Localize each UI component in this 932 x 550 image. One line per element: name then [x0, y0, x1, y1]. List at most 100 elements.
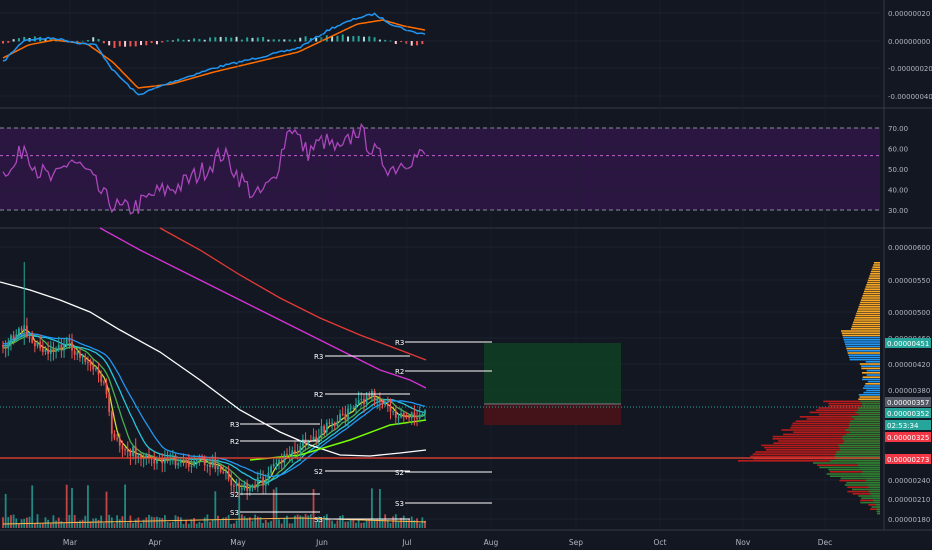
volume-bar: [323, 515, 326, 528]
volume-bar: [52, 515, 55, 528]
candle-body: [400, 413, 403, 418]
volume-profile-row: [855, 314, 880, 317]
volume-profile-row: [841, 332, 880, 334]
candle-body: [113, 433, 116, 439]
volume-profile-row: [862, 405, 880, 407]
volume-bar: [87, 485, 89, 528]
position-profit-zone: [484, 343, 621, 404]
candle-body: [174, 455, 177, 466]
pivot-label: S2: [314, 468, 323, 476]
volume-profile-row: [864, 288, 880, 290]
volume-profile-row: [765, 449, 880, 451]
volume-profile-row: [836, 451, 880, 453]
candle-body: [264, 480, 267, 486]
macd-histogram-bar: [304, 36, 307, 42]
macd-tick-label: 0.00000000: [888, 38, 930, 46]
volume-profile-row: [870, 493, 880, 495]
volume-profile-row: [849, 422, 880, 425]
macd-histogram-bar: [118, 41, 121, 47]
volume-bar: [76, 521, 79, 528]
volume-bar: [355, 522, 357, 528]
volume-bar: [288, 523, 291, 528]
volume-profile-row: [842, 438, 880, 440]
candle-body: [416, 417, 418, 419]
macd-histogram-bar: [12, 39, 15, 42]
volume-bar: [413, 520, 416, 528]
candle-body: [76, 352, 79, 355]
candle-body: [235, 482, 238, 487]
volume-bar: [272, 489, 275, 528]
macd-histogram-bar: [124, 41, 127, 47]
volume-profile-row: [850, 420, 880, 422]
volume-bar: [140, 523, 142, 528]
volume-profile-row: [847, 490, 880, 493]
volume-bar: [60, 521, 63, 528]
volume-profile-row: [752, 453, 880, 455]
volume-profile-row: [830, 460, 880, 462]
volume-bar: [171, 521, 174, 528]
time-tick-label: May: [230, 538, 246, 547]
macd-histogram-bar: [378, 39, 381, 42]
macd-histogram-bar: [219, 36, 222, 42]
volume-bar: [94, 518, 97, 528]
pivot-label: S2: [230, 491, 239, 499]
macd-histogram-bar: [315, 37, 318, 42]
candle-body: [41, 348, 44, 353]
candle-body: [153, 459, 156, 464]
macd-line: [2, 12, 426, 96]
candle-body: [262, 477, 265, 486]
candle-body: [185, 461, 188, 463]
volume-profile-row: [793, 431, 880, 433]
rsi-panel[interactable]: 70.00 60.00 50.00 40.00 30.00: [0, 108, 908, 228]
volume-profile-row: [849, 358, 880, 361]
macd-histogram-bar: [288, 39, 291, 42]
volume-profile-row: [873, 499, 880, 502]
candle-body: [163, 457, 166, 464]
candle-body: [278, 459, 280, 463]
price-label-text: 0.00000352: [887, 410, 929, 418]
macd-histogram-bar: [86, 39, 89, 42]
volume-bar: [137, 517, 140, 528]
volume-bar: [317, 516, 320, 528]
volume-profile-row: [861, 497, 880, 499]
volume-profile-row: [783, 433, 880, 436]
volume-bar: [65, 484, 68, 528]
candle-body: [331, 422, 334, 424]
macd-panel[interactable]: 0.00000020 0.00000000 -0.00000020 -0.000000…: [0, 0, 932, 108]
volume-bar: [235, 520, 238, 528]
candle-body: [344, 413, 347, 421]
volume-profile-row: [870, 273, 880, 275]
candle-body: [225, 471, 227, 473]
macd-histogram-bar: [209, 37, 212, 42]
volume-profile-row: [870, 488, 880, 491]
volume-profile-row: [873, 264, 880, 266]
candle-body: [28, 336, 31, 339]
price-tick-label: 0.00000180: [888, 516, 930, 524]
macd-histogram-bar: [187, 39, 190, 42]
candle-body: [134, 446, 137, 458]
volume-profile-row: [858, 413, 880, 416]
volume-profile-row: [750, 455, 880, 458]
candle-body: [272, 463, 275, 467]
volume-bar: [28, 516, 31, 528]
volume-bar: [341, 515, 344, 528]
volume-profile-row: [861, 297, 880, 299]
macd-histogram-bar: [166, 40, 169, 42]
candle-body: [294, 450, 296, 453]
long-position-tool[interactable]: [0, 343, 880, 425]
macd-histogram-bar: [230, 37, 233, 42]
volume-bar: [376, 519, 379, 528]
volume-bar: [270, 520, 272, 528]
volume-profile-row: [781, 429, 880, 431]
candle-body: [381, 402, 384, 405]
volume-bar: [275, 487, 278, 528]
candle-body: [307, 440, 310, 445]
macd-histogram-bar: [389, 40, 392, 42]
volume-bar: [312, 489, 315, 528]
candle-body: [254, 484, 257, 488]
moving-average-line: [2, 334, 426, 483]
volume-bar: [97, 520, 100, 528]
volume-bar: [416, 518, 418, 528]
